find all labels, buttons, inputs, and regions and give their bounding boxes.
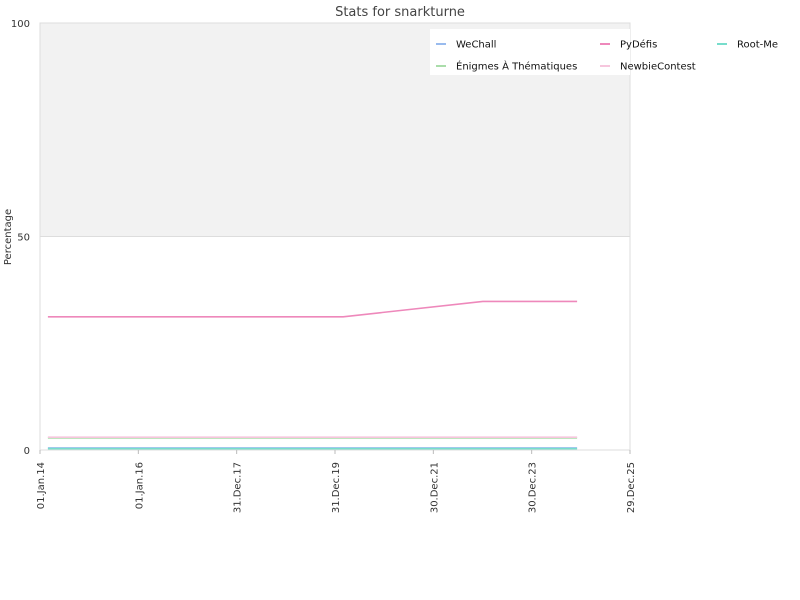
legend-label: WeChall (456, 40, 496, 51)
series-layer (47, 300, 578, 450)
x-tick-label: 30.Dec.21 (429, 462, 440, 513)
legend-label: Root-Me (737, 40, 778, 51)
legend-label: NewbieContest (620, 62, 696, 73)
x-tick-label: 31.Dec.19 (331, 462, 342, 513)
chart-title: Stats for snarkturne (335, 5, 465, 20)
plot-background-lower (40, 237, 630, 450)
series-line-pyd-fis (47, 300, 578, 318)
x-tick-label: 01.Jan.14 (36, 462, 47, 509)
x-tick-label: 01.Jan.16 (134, 462, 145, 509)
y-tick-label: 50 (17, 233, 30, 244)
y-tick-label: 100 (11, 19, 30, 30)
x-axis: 01.Jan.14 01.Jan.16 31.Dec.17 31.Dec.19 30.D… (36, 450, 637, 513)
x-tick-label: 29.Dec.25 (626, 462, 637, 513)
legend-label: Énigmes À Thématiques (456, 60, 577, 73)
y-tick-label: 0 (24, 446, 30, 457)
y-axis-label: Percentage (3, 209, 14, 265)
x-tick-label: 31.Dec.17 (233, 462, 244, 513)
legend: WeChall PyDéfis Root-Me Énigmes À Thématiqu… (436, 39, 778, 73)
legend-label: PyDéfis (620, 39, 657, 51)
y-axis: 0 50 100 (11, 19, 30, 457)
legend-background (430, 29, 630, 75)
x-tick-label: 30.Dec.23 (528, 462, 539, 513)
